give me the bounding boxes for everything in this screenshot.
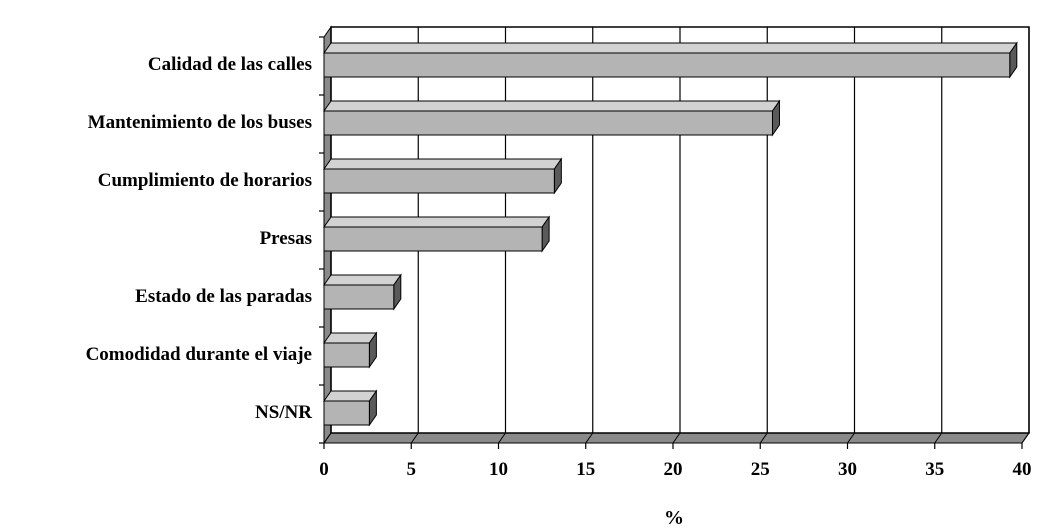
bar bbox=[323, 273, 402, 311]
floor-gridline bbox=[934, 432, 943, 444]
bar-front-face bbox=[323, 226, 543, 252]
floor-gridline bbox=[585, 432, 594, 444]
x-tick-label: 15 bbox=[576, 459, 595, 480]
bar bbox=[323, 389, 378, 427]
floor-gridline bbox=[847, 432, 855, 444]
category-label: Estado de las paradas bbox=[135, 286, 312, 307]
floor-gridline bbox=[1021, 432, 1030, 444]
x-tick-label: 20 bbox=[664, 459, 683, 480]
x-tick-label: 40 bbox=[1013, 459, 1032, 480]
bars bbox=[323, 41, 1018, 427]
bar-top-face bbox=[323, 100, 781, 112]
bar bbox=[323, 157, 563, 195]
bar-top-face bbox=[323, 42, 1018, 54]
bar bbox=[323, 41, 1018, 79]
bar-top-face bbox=[323, 332, 378, 344]
category-label: Presas bbox=[260, 228, 312, 249]
bar-top-face bbox=[323, 216, 551, 228]
bar-front-face bbox=[323, 400, 370, 426]
x-tick-label: 35 bbox=[925, 459, 944, 480]
bar-front-face bbox=[323, 284, 395, 310]
x-tick-label: 25 bbox=[751, 459, 770, 480]
floor-gridline bbox=[410, 432, 419, 444]
category-label: Mantenimiento de los buses bbox=[88, 112, 312, 133]
floor-gridline bbox=[672, 432, 681, 444]
bar bbox=[323, 215, 551, 253]
category-label: Comodidad durante el viaje bbox=[86, 344, 312, 365]
floor-gridline bbox=[323, 432, 332, 444]
x-axis-label: % bbox=[664, 507, 684, 529]
category-label: Cumplimiento de horarios bbox=[98, 170, 312, 191]
bar bbox=[323, 331, 378, 369]
floor-gridline bbox=[498, 432, 506, 444]
bar-front-face bbox=[323, 52, 1011, 78]
x-tick-label: 0 bbox=[319, 459, 329, 480]
bar-front-face bbox=[323, 110, 773, 136]
bar-front-face bbox=[323, 342, 370, 368]
category-label: Calidad de las calles bbox=[148, 54, 312, 75]
bar-top-face bbox=[323, 274, 402, 286]
bar-top-face bbox=[323, 390, 378, 402]
x-tick-label: 10 bbox=[489, 459, 508, 480]
bar-front-face bbox=[323, 168, 555, 194]
x-tick-label: 30 bbox=[838, 459, 857, 480]
bar-top-face bbox=[323, 158, 563, 170]
x-tick-labels: 0 5 10 15 20 25 30 35 40 bbox=[319, 459, 1031, 480]
category-label: NS/NR bbox=[255, 402, 312, 423]
x-tick-label: 5 bbox=[407, 459, 417, 480]
category-labels: Calidad de las calles Mantenimiento de lo… bbox=[86, 54, 313, 423]
floor-gridline bbox=[759, 432, 768, 444]
bar bbox=[323, 99, 781, 137]
